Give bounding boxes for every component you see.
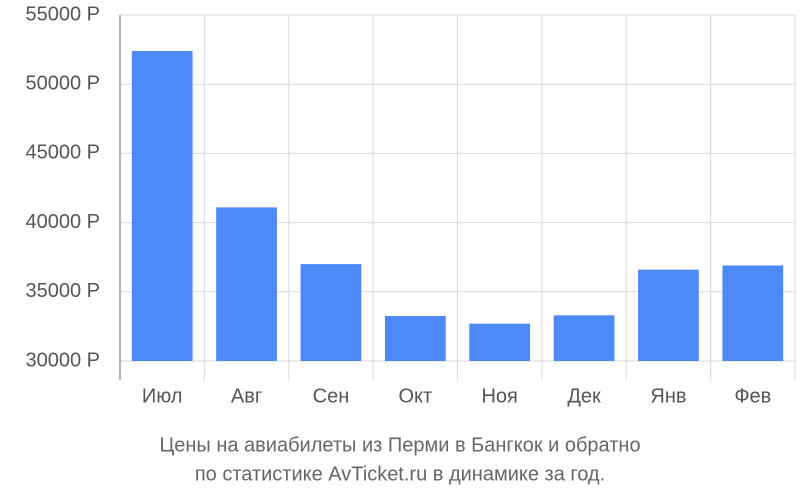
x-tick-label: Июл <box>142 385 183 407</box>
x-tick-label: Ноя <box>481 385 517 407</box>
chart-title-line: Цены на авиабилеты из Перми в Бангкок и … <box>159 434 640 456</box>
y-tick-label: 45000 Р <box>25 142 100 164</box>
x-tick-label: Сен <box>313 385 350 407</box>
y-tick-label: 50000 Р <box>25 72 100 94</box>
bar <box>131 50 193 361</box>
y-tick-label: 30000 Р <box>25 349 100 371</box>
bar <box>300 264 362 361</box>
bar <box>384 316 446 361</box>
x-tick-label: Окт <box>398 385 432 407</box>
y-tick-label: 55000 Р <box>25 3 100 25</box>
y-tick-label: 40000 Р <box>25 211 100 233</box>
x-tick-label: Дек <box>567 385 601 407</box>
y-tick-label: 35000 Р <box>25 280 100 302</box>
bar <box>553 315 615 361</box>
bar <box>216 207 277 361</box>
chart-title-line: по статистике AvTicket.ru в динамике за … <box>195 463 605 485</box>
bar <box>638 269 699 361</box>
x-tick-label: Авг <box>231 385 262 407</box>
bar <box>722 265 784 361</box>
x-tick-label: Фев <box>734 385 771 407</box>
x-tick-label: Янв <box>650 385 686 407</box>
bar <box>469 323 531 361</box>
